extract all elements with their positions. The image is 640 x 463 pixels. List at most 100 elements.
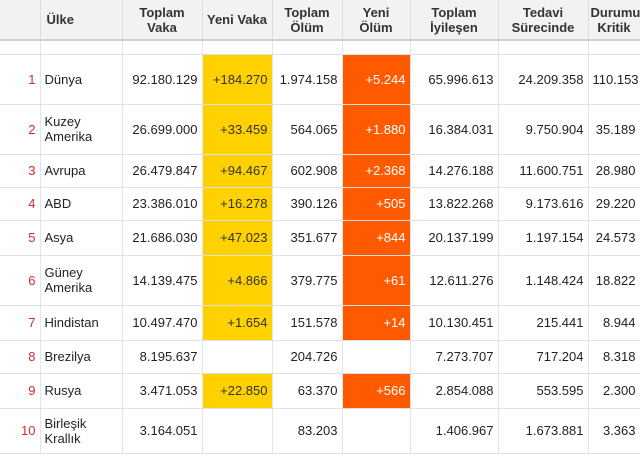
total-recovered-cell: 65.996.613: [410, 54, 499, 105]
new-cases-cell: +33.459: [202, 104, 273, 155]
header-critical[interactable]: Durumu Kritik: [588, 0, 640, 41]
country-name: Kuzey Amerika: [40, 104, 123, 155]
total-deaths-cell: 63.370: [272, 373, 343, 409]
critical-cell: 35.189: [588, 104, 640, 155]
total-cases-cell: 3.164.051: [122, 408, 203, 454]
country-name: Hindistan: [40, 305, 123, 341]
new-deaths-cell: [342, 408, 411, 454]
total-cases-cell: 23.386.010: [122, 187, 203, 221]
table-row: 10 Birleşik Krallık 3.164.051 83.203 1.4…: [0, 408, 640, 454]
country-name: Brezilya: [40, 340, 123, 374]
total-recovered-cell: 7.273.707: [410, 340, 499, 374]
total-recovered-cell: 20.137.199: [410, 220, 499, 256]
total-deaths-cell: 204.726: [272, 340, 343, 374]
new-deaths-cell: +61: [342, 255, 411, 306]
spacer-row: [0, 40, 640, 55]
critical-cell: 28.980: [588, 154, 640, 188]
new-deaths-cell: +505: [342, 187, 411, 221]
table-row: 3 Avrupa 26.479.847 +94.467 602.908 +2.3…: [0, 154, 640, 188]
critical-cell: 8.318: [588, 340, 640, 374]
total-recovered-cell: 13.822.268: [410, 187, 499, 221]
total-cases-cell: 92.180.129: [122, 54, 203, 105]
table-header: Ülke Toplam Vaka Yeni Vaka Toplam Ölüm Y…: [0, 0, 640, 41]
header-rank: [0, 0, 41, 41]
row-rank: 2: [0, 104, 41, 155]
country-name: Rusya: [40, 373, 123, 409]
total-recovered-cell: 2.854.088: [410, 373, 499, 409]
critical-cell: 18.822: [588, 255, 640, 306]
new-cases-cell: +94.467: [202, 154, 273, 188]
row-rank: 4: [0, 187, 41, 221]
active-cell: 717.204: [498, 340, 589, 374]
row-rank: 3: [0, 154, 41, 188]
row-rank: 6: [0, 255, 41, 306]
new-deaths-cell: +14: [342, 305, 411, 341]
row-rank: 9: [0, 373, 41, 409]
row-rank: 8: [0, 340, 41, 374]
active-cell: 9.173.616: [498, 187, 589, 221]
header-country[interactable]: Ülke: [40, 0, 123, 41]
active-cell: 553.595: [498, 373, 589, 409]
new-cases-cell: +47.023: [202, 220, 273, 256]
new-cases-cell: +1.654: [202, 305, 273, 341]
critical-cell: 8.944: [588, 305, 640, 341]
total-deaths-cell: 379.775: [272, 255, 343, 306]
total-deaths-cell: 151.578: [272, 305, 343, 341]
active-cell: 1.673.881: [498, 408, 589, 454]
new-cases-cell: [202, 408, 273, 454]
row-rank: 7: [0, 305, 41, 341]
table-row: 7 Hindistan 10.497.470 +1.654 151.578 +1…: [0, 305, 640, 341]
total-deaths-cell: 390.126: [272, 187, 343, 221]
new-cases-cell: [202, 340, 273, 374]
total-recovered-cell: 10.130.451: [410, 305, 499, 341]
header-total-recovered[interactable]: Toplam İyileşen: [410, 0, 499, 41]
table-row: 1 Dünya 92.180.129 +184.270 1.974.158 +5…: [0, 54, 640, 105]
country-name: Birleşik Krallık: [40, 408, 123, 454]
active-cell: 11.600.751: [498, 154, 589, 188]
new-deaths-cell: +2.368: [342, 154, 411, 188]
active-cell: 215.441: [498, 305, 589, 341]
row-rank: 5: [0, 220, 41, 256]
new-cases-cell: +16.278: [202, 187, 273, 221]
total-cases-cell: 21.686.030: [122, 220, 203, 256]
total-cases-cell: 8.195.637: [122, 340, 203, 374]
table-body: 1 Dünya 92.180.129 +184.270 1.974.158 +5…: [0, 40, 640, 454]
table-row: 5 Asya 21.686.030 +47.023 351.677 +844 2…: [0, 220, 640, 256]
header-active[interactable]: Tedavi Sürecinde: [498, 0, 589, 41]
critical-cell: 2.300: [588, 373, 640, 409]
active-cell: 9.750.904: [498, 104, 589, 155]
table-row: 4 ABD 23.386.010 +16.278 390.126 +505 13…: [0, 187, 640, 221]
total-deaths-cell: 351.677: [272, 220, 343, 256]
total-cases-cell: 26.699.000: [122, 104, 203, 155]
new-cases-cell: +22.850: [202, 373, 273, 409]
new-deaths-cell: +1.880: [342, 104, 411, 155]
total-deaths-cell: 83.203: [272, 408, 343, 454]
critical-cell: 3.363: [588, 408, 640, 454]
country-name: ABD: [40, 187, 123, 221]
critical-cell: 29.220: [588, 187, 640, 221]
header-new-deaths[interactable]: Yeni Ölüm: [342, 0, 411, 41]
total-cases-cell: 3.471.053: [122, 373, 203, 409]
table-row: 8 Brezilya 8.195.637 204.726 7.273.707 7…: [0, 340, 640, 374]
table-row: 9 Rusya 3.471.053 +22.850 63.370 +566 2.…: [0, 373, 640, 409]
row-rank: 1: [0, 54, 41, 105]
new-deaths-cell: [342, 340, 411, 374]
total-deaths-cell: 564.065: [272, 104, 343, 155]
total-recovered-cell: 16.384.031: [410, 104, 499, 155]
header-total-deaths[interactable]: Toplam Ölüm: [272, 0, 343, 41]
header-total-cases[interactable]: Toplam Vaka: [122, 0, 203, 41]
country-name: Güney Amerika: [40, 255, 123, 306]
total-deaths-cell: 602.908: [272, 154, 343, 188]
active-cell: 24.209.358: [498, 54, 589, 105]
total-cases-cell: 14.139.475: [122, 255, 203, 306]
new-deaths-cell: +5.244: [342, 54, 411, 105]
header-new-cases[interactable]: Yeni Vaka: [202, 0, 273, 41]
total-recovered-cell: 1.406.967: [410, 408, 499, 454]
row-rank: 10: [0, 408, 41, 454]
total-cases-cell: 10.497.470: [122, 305, 203, 341]
country-name: Asya: [40, 220, 123, 256]
total-recovered-cell: 14.276.188: [410, 154, 499, 188]
country-name: Avrupa: [40, 154, 123, 188]
new-deaths-cell: +566: [342, 373, 411, 409]
